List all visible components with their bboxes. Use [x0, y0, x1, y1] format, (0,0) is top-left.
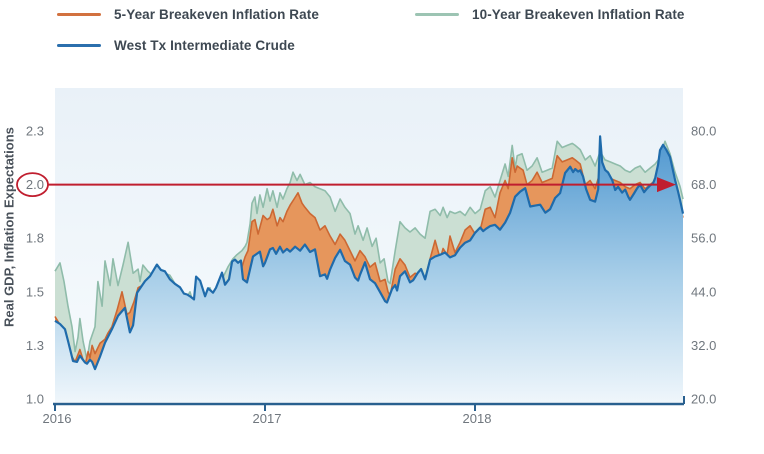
left-axis-tick-label: 2.3 — [26, 124, 44, 139]
left-axis-title: Real GDP, Inflation Expectations — [1, 127, 17, 328]
legend-label: West Tx Intermediate Crude — [114, 38, 295, 53]
legend-item-5yr-breakeven[interactable]: 5-Year Breakeven Inflation Rate — [57, 7, 319, 22]
left-axis-tick-label: 1.3 — [26, 338, 44, 353]
legend-swatch-blue-line-icon — [57, 43, 101, 48]
left-axis-tick-label: 1.0 — [26, 392, 44, 407]
series-area-wti — [55, 136, 683, 402]
left-axis-tick-label: 1.8 — [26, 231, 44, 246]
x-axis-tick-label: 2016 — [43, 411, 72, 426]
legend-swatch-green-line-icon — [415, 12, 459, 17]
right-axis-tick-label: 44.0 — [691, 284, 716, 299]
right-axis-tick-label: 20.0 — [691, 392, 716, 407]
legend-swatch-orange-line-icon — [57, 12, 101, 17]
right-axis-tick-label: 68.0 — [691, 177, 716, 192]
series-line-ten_year[interactable] — [54, 140, 684, 361]
right-axis-tick-label: 56.0 — [691, 231, 716, 246]
x-axis-tick-label: 2018 — [463, 411, 492, 426]
right-axis-tick-label: 80.0 — [691, 124, 716, 139]
right-axis-tick-label: 32.0 — [691, 338, 716, 353]
series-line-wti[interactable] — [54, 135, 685, 371]
annotation-arrowhead-icon — [657, 177, 676, 193]
x-axis-tick-label: 2017 — [253, 411, 282, 426]
legend-item-10yr-breakeven[interactable]: 10-Year Breakeven Inflation Rate — [415, 7, 685, 22]
left-axis-tick-label: 1.5 — [26, 284, 44, 299]
legend-label: 10-Year Breakeven Inflation Rate — [472, 7, 685, 22]
left-axis-tick-label: 2.0 — [26, 177, 44, 192]
legend-item-wti-crude[interactable]: West Tx Intermediate Crude — [57, 38, 295, 53]
annotation-circle-icon — [16, 172, 49, 198]
legend-label: 5-Year Breakeven Inflation Rate — [114, 7, 319, 22]
